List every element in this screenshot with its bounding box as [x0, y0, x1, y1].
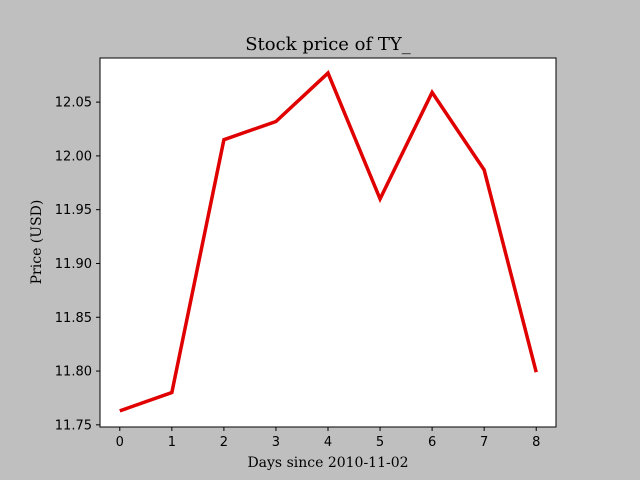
- y-tick-label: 12.00: [55, 149, 92, 164]
- x-tick-label: 0: [116, 435, 124, 450]
- y-tick-label: 11.90: [55, 257, 92, 272]
- series-line: [119, 70, 538, 413]
- chart-title: Stock price of TY_: [245, 34, 411, 55]
- y-tick-label: 11.95: [55, 203, 92, 218]
- chart-marks: 0 1 2 3 4 5 6 7 8 11.75 11.80 11.85 11.90 11.95 12.00 1…: [55, 70, 540, 450]
- x-tick-label: 8: [532, 435, 540, 450]
- y-tick-label: 11.85: [55, 311, 92, 326]
- y-axis-label: Price (USD): [29, 200, 45, 285]
- x-tick-label: 6: [428, 435, 436, 450]
- y-tick-label: 12.05: [55, 96, 92, 111]
- x-tick-label: 5: [376, 435, 384, 450]
- y-tick-label: 11.75: [55, 418, 92, 433]
- y-tick-label: 11.80: [55, 365, 92, 380]
- x-axis-label: Days since 2010-11-02: [247, 455, 408, 471]
- x-tick-label: 7: [480, 435, 488, 450]
- x-tick-label: 4: [324, 435, 332, 450]
- x-tick-label: 2: [220, 435, 228, 450]
- plot-area: [99, 57, 557, 428]
- x-tick-label: 1: [168, 435, 176, 450]
- x-tick-label: 3: [272, 435, 280, 450]
